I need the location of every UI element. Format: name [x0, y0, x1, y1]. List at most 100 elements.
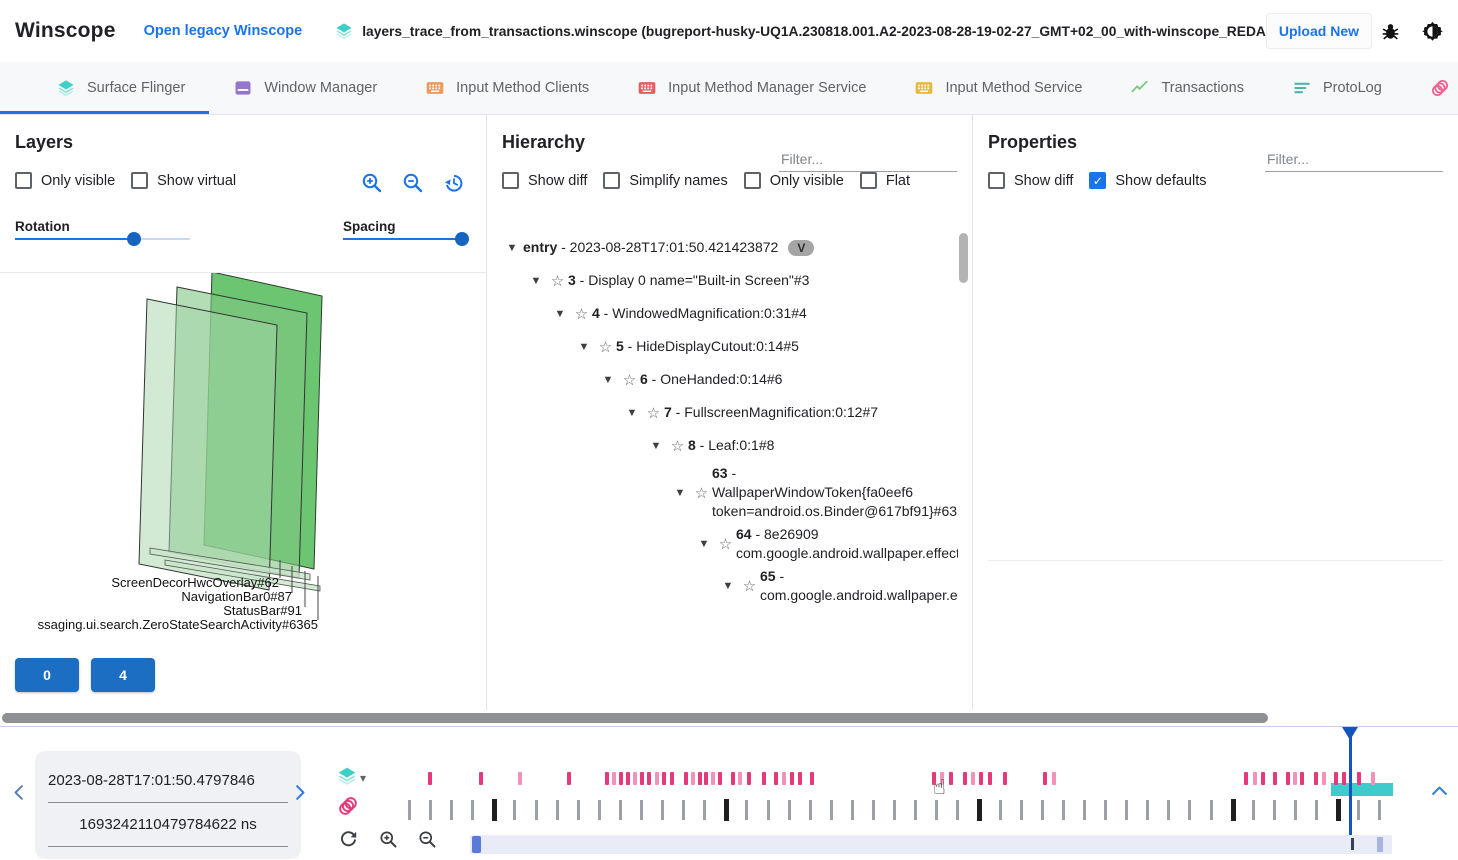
transition-tick[interactable]	[567, 772, 572, 785]
frame-tick[interactable]	[597, 800, 601, 820]
timeline-zoom-out-icon[interactable]	[417, 829, 438, 850]
frame-tick[interactable]	[555, 800, 559, 820]
transition-tick[interactable]	[669, 772, 674, 785]
frame-tick[interactable]	[1378, 800, 1382, 820]
tab-protolog[interactable]: ProtoLog	[1268, 62, 1406, 114]
expand-arrow-icon[interactable]: ▼	[674, 486, 686, 499]
transition-tick[interactable]	[979, 772, 984, 785]
open-legacy-link[interactable]: Open legacy Winscope	[143, 23, 303, 39]
transition-tick[interactable]	[1314, 772, 1319, 785]
transition-tick[interactable]	[1042, 772, 1047, 785]
pin-star-icon[interactable]: ☆	[742, 578, 757, 595]
transition-tick[interactable]	[747, 772, 752, 785]
timeline-cursor-handle[interactable]	[1342, 727, 1359, 740]
transition-tick[interactable]	[798, 772, 802, 785]
dark-mode-icon[interactable]	[1421, 20, 1444, 43]
checkbox-only-visible[interactable]: Only visible	[15, 172, 115, 189]
transition-tick[interactable]	[711, 772, 716, 785]
trace-select-caret-icon[interactable]: ▾	[360, 771, 367, 785]
tree-row[interactable]: ▼ ☆ 64 - 8e26909 com.google.android.wallpa…	[487, 523, 958, 565]
minimap-handle[interactable]	[472, 836, 481, 853]
layer-label[interactable]: ScreenDecorHwcOverlay#62	[111, 575, 279, 590]
transition-tick[interactable]	[1260, 772, 1265, 785]
checkbox-only-visible[interactable]: Only visible	[743, 172, 844, 189]
horizontal-scrollbar[interactable]	[2, 713, 1268, 723]
pin-star-icon[interactable]: ☆	[598, 338, 613, 356]
expand-arrow-icon[interactable]: ▼	[650, 439, 662, 452]
frame-tick[interactable]	[429, 800, 433, 820]
transition-tick[interactable]	[738, 772, 743, 785]
transition-tick[interactable]	[683, 772, 688, 785]
transition-tick[interactable]	[731, 772, 736, 785]
transition-tick[interactable]	[697, 772, 702, 785]
checkbox-flat[interactable]: Flat	[859, 172, 910, 189]
frame-tick[interactable]	[1230, 799, 1236, 821]
checkbox-box[interactable]	[15, 172, 32, 189]
tab-transitions[interactable]: Transitions	[1406, 62, 1458, 114]
tab-input-method-clients[interactable]: Input Method Clients	[401, 62, 613, 114]
transition-tick[interactable]	[661, 772, 666, 785]
frame-tick[interactable]	[534, 800, 538, 820]
pin-star-icon[interactable]: ☆	[550, 272, 565, 290]
tab-input-method-service[interactable]: Input Method Service	[890, 62, 1106, 114]
tab-surface-flinger[interactable]: Surface Flinger	[0, 62, 210, 114]
zoom-out-icon[interactable]	[401, 171, 425, 195]
transition-tick[interactable]	[690, 772, 695, 785]
checkbox-box[interactable]	[603, 172, 621, 189]
frame-tick[interactable]	[1315, 800, 1318, 820]
transition-tick[interactable]	[940, 772, 945, 785]
frame-tick[interactable]	[787, 800, 791, 820]
timeline-zoom-in-icon[interactable]	[378, 829, 399, 850]
hierarchy-scrollbar[interactable]	[959, 233, 968, 283]
layer-label[interactable]: ssaging.ui.search.ZeroStateSearchActivit…	[37, 617, 318, 632]
frame-tick[interactable]	[956, 800, 960, 820]
transition-tick[interactable]	[704, 772, 709, 785]
tree-row[interactable]: ▼ ☆ 3 - Display 0 name="Built-in Screen"#3	[487, 264, 958, 297]
tab-window-manager[interactable]: Window Manager	[209, 62, 401, 114]
frame-tick[interactable]	[1336, 799, 1342, 821]
layer-id-button-4[interactable]: 4	[91, 658, 155, 692]
frame-tick[interactable]	[1167, 800, 1171, 820]
checkbox-show-defaults[interactable]: ✓ Show defaults	[1089, 172, 1206, 189]
transition-tick[interactable]	[1285, 772, 1290, 785]
next-entry-button[interactable]	[290, 783, 309, 802]
checkbox-show-diff[interactable]: Show diff	[988, 172, 1073, 189]
tree-row[interactable]: ▼ ☆ 5 - HideDisplayCutout:0:14#5	[487, 330, 958, 363]
transition-tick[interactable]	[632, 772, 637, 785]
transition-tick[interactable]	[1300, 772, 1305, 785]
layer-id-button-0[interactable]: 0	[15, 658, 79, 692]
frame-tick[interactable]	[1293, 800, 1297, 820]
timeline-plot[interactable]	[400, 727, 1395, 859]
rotation-slider[interactable]	[15, 232, 190, 246]
frame-tick[interactable]	[492, 799, 498, 821]
frame-tick[interactable]	[639, 800, 643, 820]
frame-tick[interactable]	[724, 799, 730, 821]
frame-tick[interactable]	[513, 800, 517, 820]
transition-tick[interactable]	[427, 772, 432, 785]
surface-flinger-trace-icon[interactable]	[336, 765, 358, 787]
transition-tick[interactable]	[1334, 772, 1339, 785]
tab-transactions[interactable]: Transactions	[1106, 62, 1267, 114]
frame-tick[interactable]	[914, 800, 918, 820]
frame-tick[interactable]	[977, 799, 983, 821]
frame-tick[interactable]	[450, 800, 454, 820]
spacing-slider[interactable]	[343, 232, 469, 246]
expand-arrow-icon[interactable]: ▼	[506, 241, 518, 254]
transition-tick[interactable]	[718, 772, 723, 785]
checkbox-box[interactable]	[859, 172, 877, 189]
transition-tick[interactable]	[774, 772, 779, 785]
transition-tick[interactable]	[639, 772, 644, 785]
transition-tick[interactable]	[625, 772, 630, 785]
layers-3d-view[interactable]	[0, 273, 486, 640]
transition-tick[interactable]	[478, 772, 483, 785]
frame-tick[interactable]	[618, 800, 622, 820]
frame-tick[interactable]	[872, 800, 876, 820]
checkbox-box[interactable]	[988, 172, 1005, 189]
expand-arrow-icon[interactable]: ▼	[602, 373, 614, 386]
frame-tick[interactable]	[1357, 800, 1361, 820]
layer-label[interactable]: NavigationBar0#87	[181, 589, 292, 604]
expand-arrow-icon[interactable]: ▼	[722, 580, 734, 592]
pin-star-icon[interactable]: ☆	[670, 437, 685, 455]
frame-tick[interactable]	[407, 800, 411, 820]
frame-tick[interactable]	[471, 800, 475, 820]
